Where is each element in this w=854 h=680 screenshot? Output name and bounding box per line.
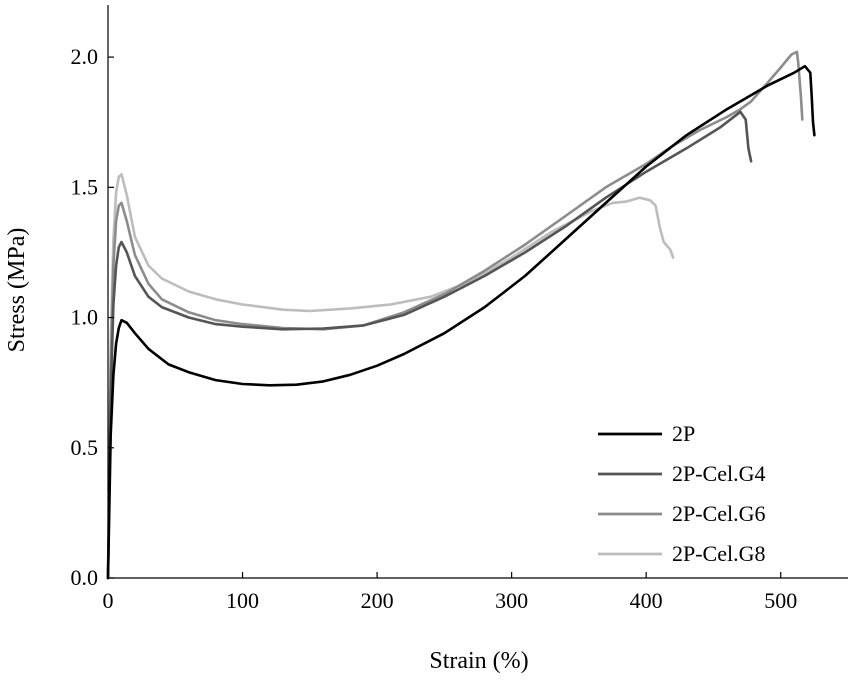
y-tick-label: 1.0 — [71, 305, 99, 330]
ticks: 0.0 0.5 1.0 1.5 2.0 0 100 200 300 400 500 — [71, 44, 798, 613]
legend-label: 2P — [672, 421, 695, 446]
x-tick-label: 500 — [764, 588, 797, 613]
y-tick-label: 2.0 — [71, 44, 99, 69]
series-line-2p — [106, 64, 816, 580]
legend-label: 2P-Cel.G6 — [672, 501, 766, 526]
y-tick-label: 1.5 — [71, 174, 99, 199]
series-line-2p-cel-g6 — [106, 50, 804, 580]
legend-label: 2P-Cel.G8 — [672, 541, 766, 566]
x-tick-label: 100 — [226, 588, 259, 613]
y-axis-title: Stress (MPa) — [4, 228, 30, 353]
legend: 2P 2P-Cel.G4 2P-Cel.G6 2P-Cel.G8 — [598, 421, 766, 566]
x-axis-title: Strain (%) — [429, 648, 528, 674]
legend-label: 2P-Cel.G4 — [672, 461, 766, 486]
axes — [107, 5, 848, 579]
series-line-2p-cel-g8 — [106, 173, 675, 580]
y-tick-label: 0.0 — [71, 565, 99, 590]
x-tick-label: 300 — [495, 588, 528, 613]
series-lines — [106, 50, 816, 580]
x-tick-label: 200 — [361, 588, 394, 613]
series-line-2p-cel-g4 — [106, 110, 753, 580]
x-tick-label: 0 — [103, 588, 114, 613]
x-tick-label: 400 — [630, 588, 663, 613]
y-tick-label: 0.5 — [71, 435, 99, 460]
